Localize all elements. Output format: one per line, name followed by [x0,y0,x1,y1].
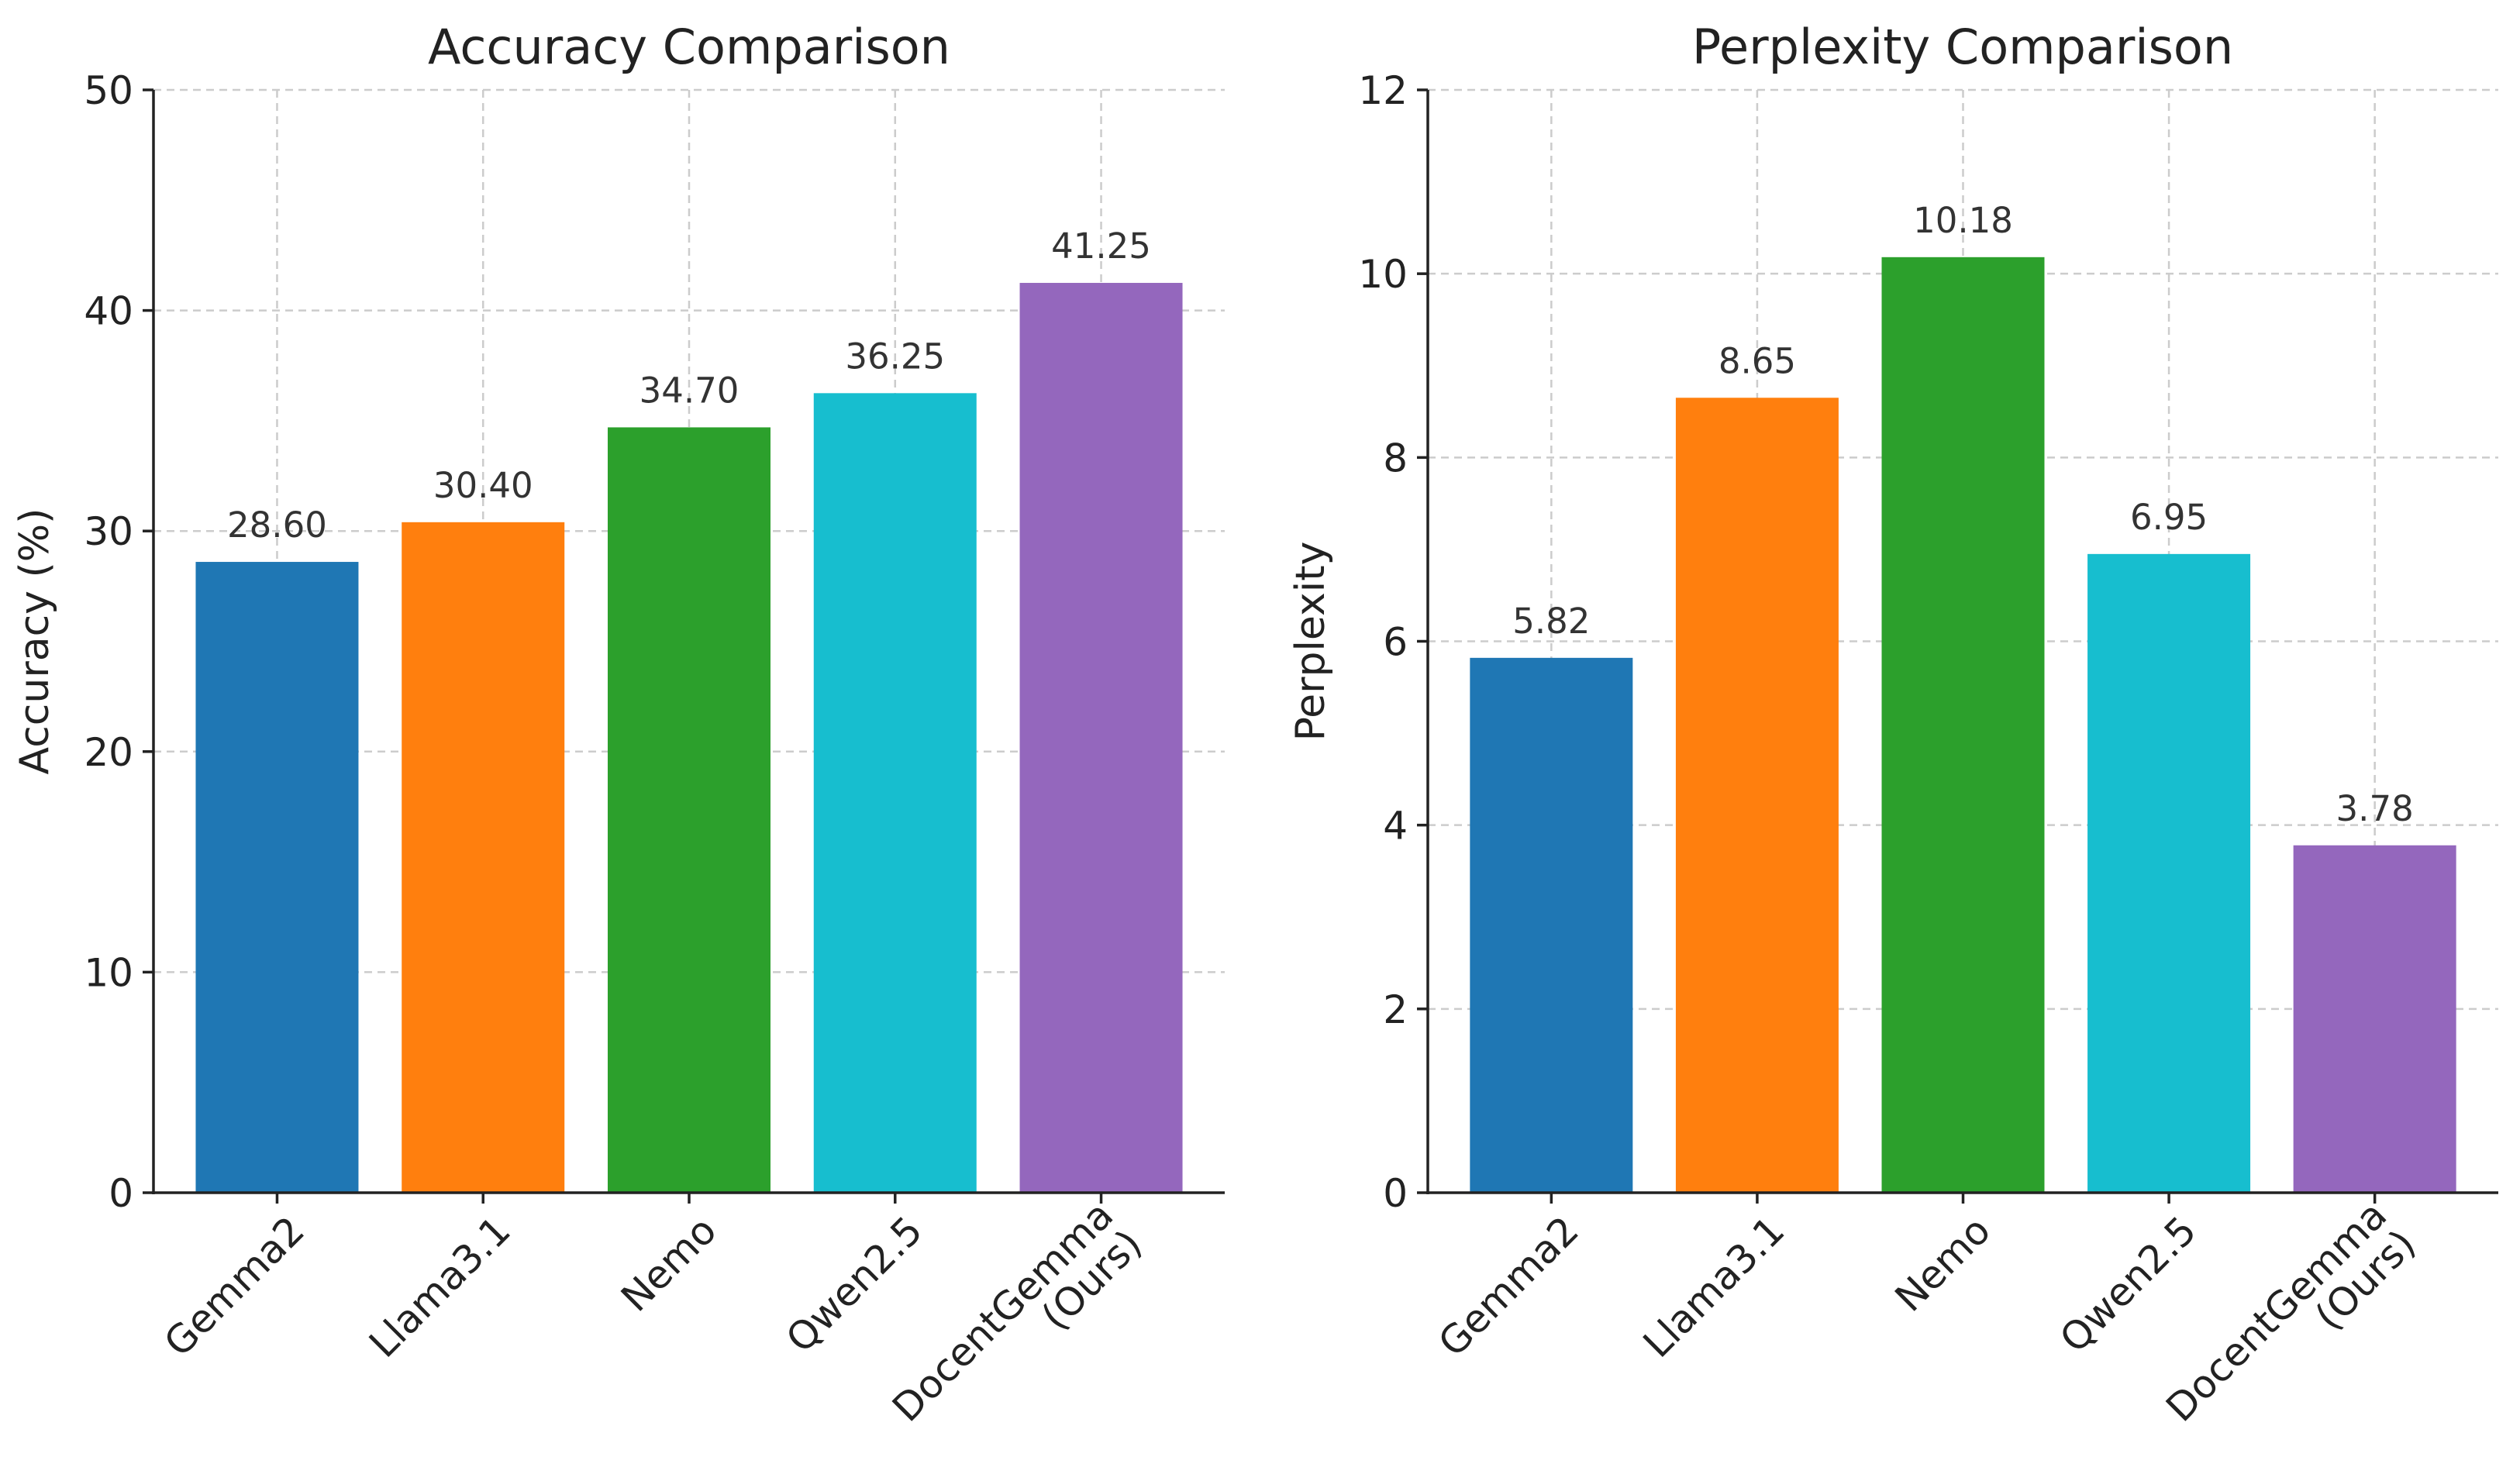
y-tick-label: 50 [84,68,133,113]
bar-value-label: 34.70 [639,370,739,411]
y-tick-label: 0 [109,1171,133,1216]
x-tick-label: Nemo [1887,1207,1999,1320]
y-axis-label: Accuracy (%) [12,508,58,775]
bar [608,427,770,1193]
bar [402,522,565,1193]
y-tick-label: 4 [1383,804,1408,849]
chart-title: Accuracy Comparison [428,19,950,75]
x-tick-label: Gemma2 [1430,1207,1587,1365]
perplexity-chart: 5.82 8.65 10.18 6.95 3.78 0 2 4 6 8 10 12 Gemma2 Llam… [1288,19,2498,1431]
bar-value-label: 6.95 [2130,497,2208,538]
y-tick-label: 12 [1358,68,1408,113]
y-tick-label: 8 [1383,436,1408,480]
y-tick-label: 6 [1383,620,1408,665]
y-tick-label: 2 [1383,987,1408,1032]
x-tick-label: Llama3.1 [1635,1207,1794,1366]
bar-value-label: 28.60 [227,505,327,546]
bar-value-label: 36.25 [845,336,945,377]
y-tick-label: 10 [84,950,133,995]
bar [1019,283,1183,1193]
bar [2087,553,2251,1193]
y-tick-label: 40 [84,289,133,334]
y-tick-label: 0 [1383,1171,1408,1216]
x-tick-label-line: Gemma2 [1430,1207,1587,1365]
x-tick-label: Nemo [612,1207,725,1320]
bar [1470,657,1633,1193]
bar [1881,257,2045,1193]
bar-value-label: 30.40 [433,465,533,506]
bar [813,393,977,1193]
chart-title: Perplexity Comparison [1692,19,2233,75]
x-tick-label-line: Qwen2.5 [2051,1207,2205,1361]
bar-value-label: 10.18 [1913,200,2013,241]
y-axis-label: Perplexity [1288,542,1334,742]
x-tick-label: Gemma2 [156,1207,313,1365]
x-tick-label-line: Qwen2.5 [777,1207,931,1361]
x-tick-label-line: Gemma2 [156,1207,313,1365]
y-tick-label: 20 [84,730,133,775]
x-tick-label-line: Nemo [1887,1207,1999,1320]
x-tick-label: Llama3.1 [360,1207,519,1366]
y-tick-label: 10 [1358,252,1408,297]
bar [195,562,359,1193]
bar-value-label: 3.78 [2336,788,2414,829]
bar-value-label: 41.25 [1051,226,1151,267]
accuracy-chart: 28.60 30.40 34.70 36.25 41.25 0 10 20 30 40 50 Gemm… [12,19,1225,1431]
x-tick-label-line: Nemo [612,1207,725,1320]
bar [1675,398,1839,1193]
x-tick-label: Qwen2.5 [2051,1207,2205,1361]
x-tick-label-line: Llama3.1 [360,1207,519,1366]
bar-value-label: 8.65 [1718,340,1796,381]
x-tick-label: Qwen2.5 [777,1207,931,1361]
bar [2293,845,2456,1193]
bar-value-label: 5.82 [1512,601,1590,642]
x-tick-label-line: Llama3.1 [1635,1207,1794,1366]
y-tick-label: 30 [84,509,133,554]
